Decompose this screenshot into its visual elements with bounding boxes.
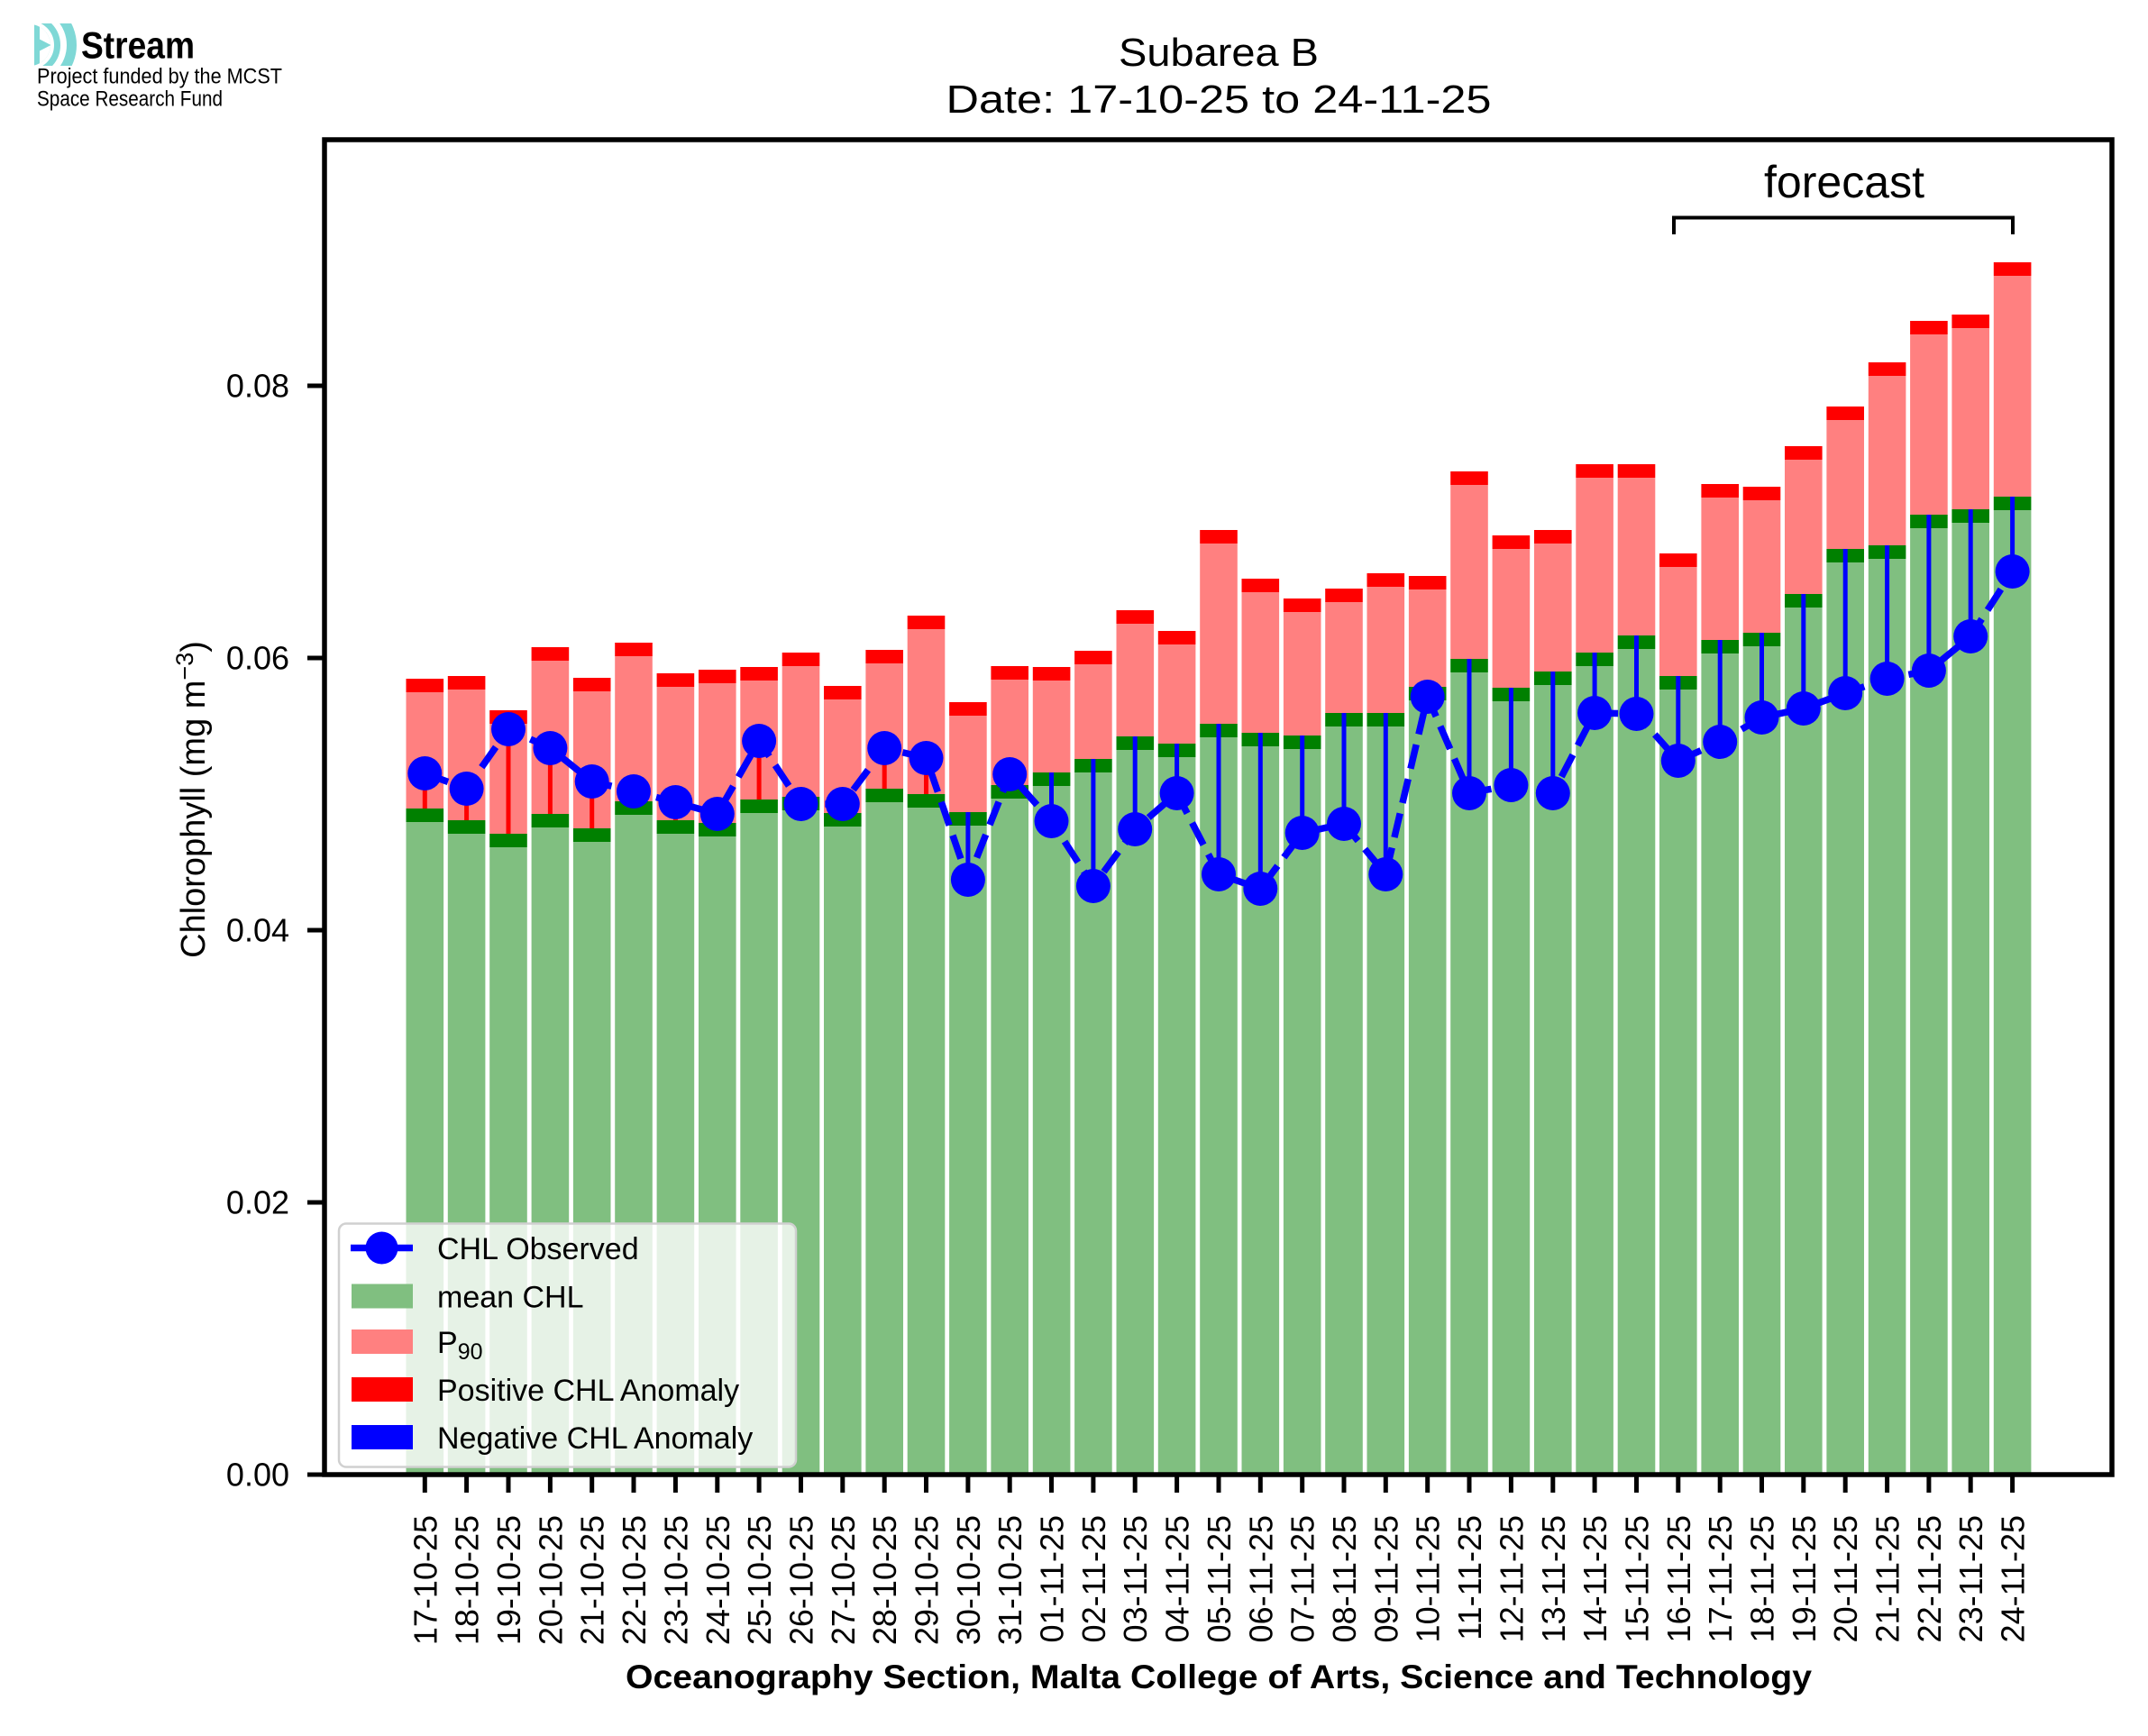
svg-text:25-10-25: 25-10-25 — [741, 1515, 778, 1645]
svg-text:Oceanography Section, Malta Co: Oceanography Section, Malta College of A… — [626, 1658, 1812, 1695]
svg-text:10-11-25: 10-11-25 — [1410, 1515, 1447, 1642]
svg-text:27-10-25: 27-10-25 — [825, 1515, 862, 1645]
svg-text:18-10-25: 18-10-25 — [449, 1515, 486, 1645]
svg-text:Project funded by the MCST: Project funded by the MCST — [37, 65, 282, 89]
svg-text:CHL Observed: CHL Observed — [437, 1232, 639, 1266]
svg-text:16-11-25: 16-11-25 — [1660, 1515, 1697, 1642]
svg-text:17-11-25: 17-11-25 — [1702, 1515, 1739, 1642]
svg-text:23-10-25: 23-10-25 — [657, 1515, 694, 1645]
svg-text:02-11-25: 02-11-25 — [1075, 1515, 1112, 1642]
svg-text:24-10-25: 24-10-25 — [699, 1515, 736, 1645]
svg-text:05-11-25: 05-11-25 — [1201, 1515, 1238, 1642]
svg-text:20-10-25: 20-10-25 — [532, 1515, 569, 1645]
svg-text:Space Research Fund: Space Research Fund — [37, 87, 223, 112]
svg-text:03-11-25: 03-11-25 — [1117, 1515, 1154, 1642]
svg-text:13-11-25: 13-11-25 — [1535, 1515, 1572, 1642]
svg-text:28-10-25: 28-10-25 — [866, 1515, 903, 1645]
svg-text:18-11-25: 18-11-25 — [1744, 1515, 1781, 1642]
svg-text:30-10-25: 30-10-25 — [950, 1515, 987, 1645]
svg-text:Date: 17-10-25 to 24-11-25: Date: 17-10-25 to 24-11-25 — [946, 78, 1492, 122]
svg-text:0.00: 0.00 — [226, 1457, 289, 1494]
svg-text:forecast: forecast — [1764, 157, 1924, 207]
svg-text:0.06: 0.06 — [226, 640, 289, 677]
svg-text:20-11-25: 20-11-25 — [1827, 1515, 1864, 1642]
svg-text:11-11-25: 11-11-25 — [1451, 1515, 1488, 1640]
svg-text:0.04: 0.04 — [226, 912, 289, 949]
svg-text:Subarea B: Subarea B — [1119, 31, 1319, 75]
svg-text:24-11-25: 24-11-25 — [1995, 1515, 2032, 1642]
svg-text:26-10-25: 26-10-25 — [783, 1515, 820, 1645]
svg-text:29-10-25: 29-10-25 — [909, 1515, 946, 1645]
svg-text:23-11-25: 23-11-25 — [1952, 1515, 1989, 1642]
svg-text:mean CHL: mean CHL — [437, 1281, 584, 1315]
svg-text:06-11-25: 06-11-25 — [1242, 1515, 1279, 1642]
svg-text:19-10-25: 19-10-25 — [490, 1515, 527, 1645]
svg-text:19-11-25: 19-11-25 — [1786, 1515, 1823, 1642]
svg-text:01-11-25: 01-11-25 — [1034, 1515, 1071, 1642]
svg-text:12-11-25: 12-11-25 — [1493, 1515, 1530, 1642]
svg-text:22-11-25: 22-11-25 — [1911, 1515, 1948, 1642]
svg-text:21-11-25: 21-11-25 — [1869, 1515, 1906, 1642]
svg-text:Negative CHL Anomaly: Negative CHL Anomaly — [437, 1421, 753, 1456]
svg-text:15-11-25: 15-11-25 — [1619, 1515, 1656, 1642]
svg-text:Positive CHL Anomaly: Positive CHL Anomaly — [437, 1374, 739, 1408]
svg-text:07-11-25: 07-11-25 — [1284, 1515, 1321, 1642]
svg-text:0.02: 0.02 — [226, 1184, 289, 1221]
svg-text:14-11-25: 14-11-25 — [1577, 1515, 1613, 1642]
svg-text:31-10-25: 31-10-25 — [992, 1515, 1028, 1645]
svg-text:21-10-25: 21-10-25 — [574, 1515, 611, 1645]
svg-text:08-11-25: 08-11-25 — [1326, 1515, 1363, 1642]
svg-text:Stream: Stream — [81, 24, 195, 67]
svg-text:09-11-25: 09-11-25 — [1367, 1515, 1404, 1642]
svg-text:22-10-25: 22-10-25 — [616, 1515, 653, 1645]
svg-text:0.08: 0.08 — [226, 368, 289, 405]
svg-text:17-10-25: 17-10-25 — [407, 1515, 443, 1645]
svg-text:04-11-25: 04-11-25 — [1159, 1515, 1196, 1642]
svg-text:Chlorophyll (mg m−3): Chlorophyll (mg m−3) — [171, 641, 213, 958]
